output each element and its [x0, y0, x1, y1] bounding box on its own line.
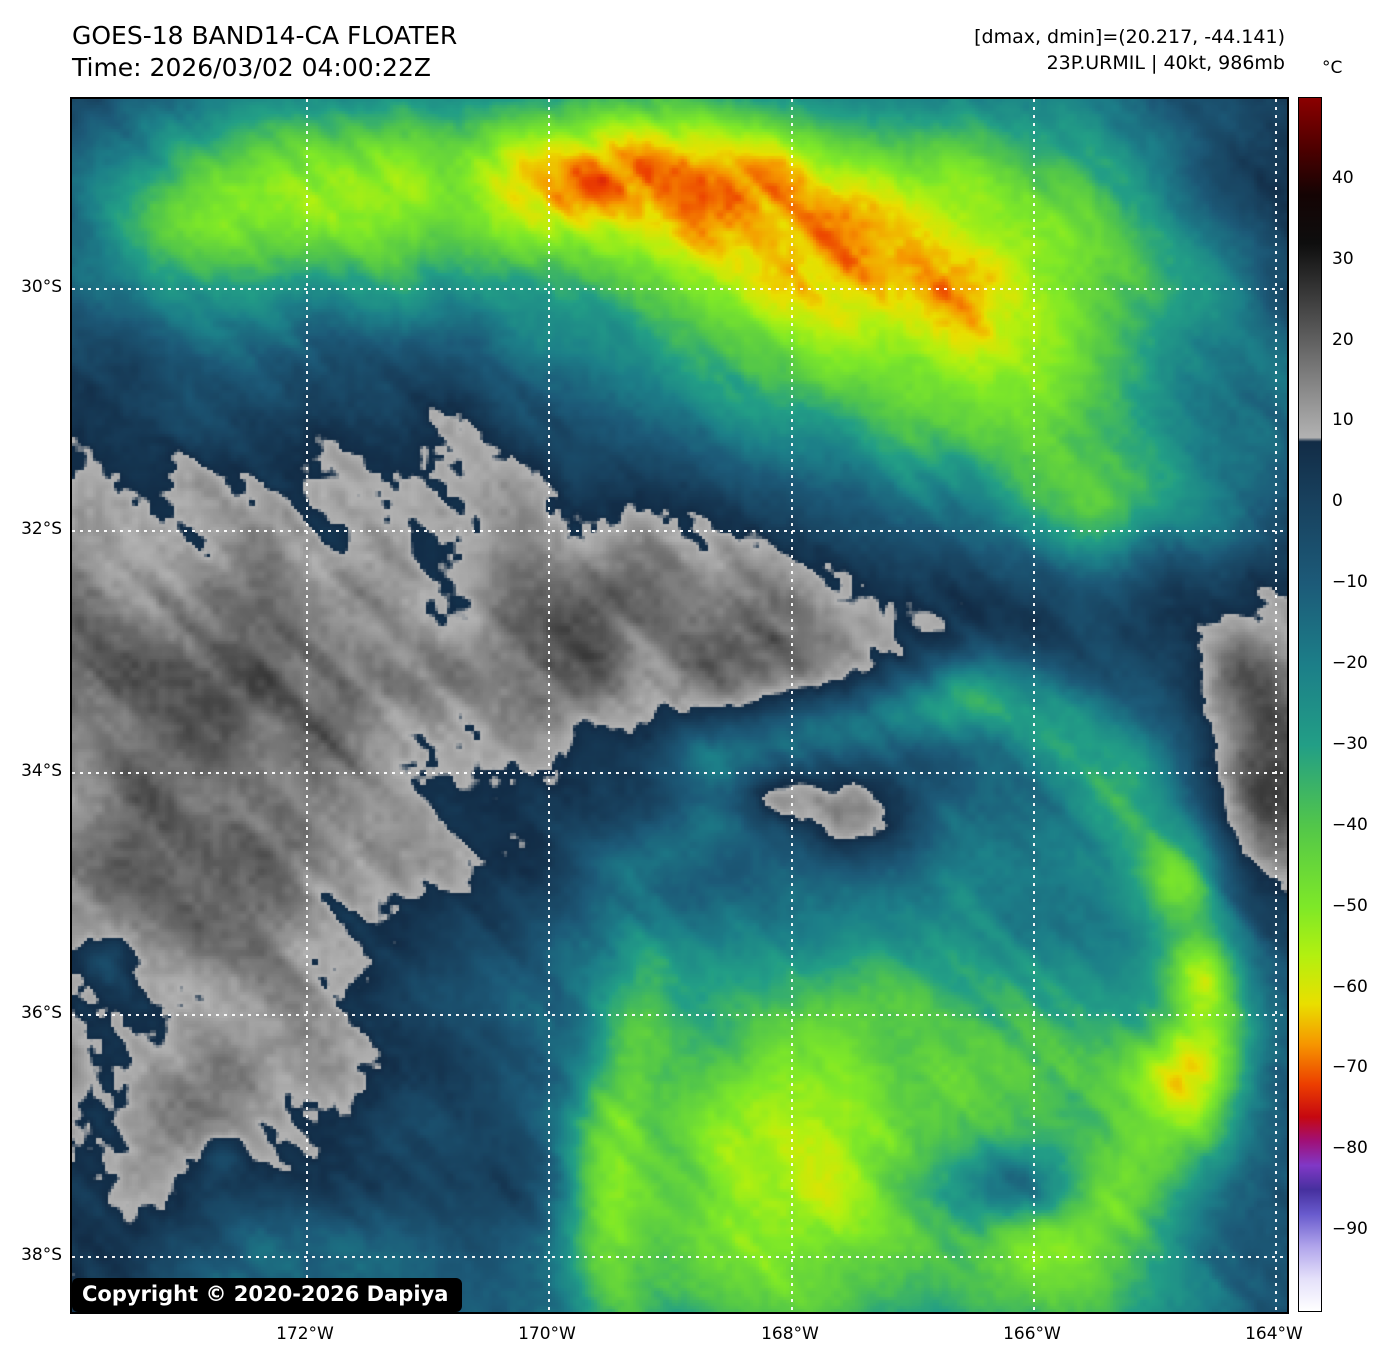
gridline-lon-168°W	[791, 99, 793, 1312]
colorbar-tick-label: −60	[1332, 976, 1368, 997]
lon-tick-label: 172°W	[276, 1324, 334, 1344]
figure-title: GOES-18 BAND14-CA FLOATER	[72, 21, 458, 50]
lon-tick-label: 164°W	[1245, 1324, 1303, 1344]
colorbar-tick-label: 40	[1332, 167, 1354, 188]
colorbar-tick-label: −90	[1332, 1219, 1368, 1240]
lon-tick-label: 166°W	[1003, 1324, 1061, 1344]
satellite-imagery-canvas	[72, 99, 1287, 1312]
dmax-dmin-readout: [dmax, dmin]=(20.217, -44.141)	[974, 26, 1285, 48]
copyright-badge: Copyright © 2020-2026 Dapiya	[72, 1278, 463, 1312]
gridline-lon-164°W	[1275, 99, 1277, 1312]
gridline-lat-36°S	[72, 1014, 1287, 1016]
lon-tick-label: 170°W	[518, 1324, 576, 1344]
gridline-lat-32°S	[72, 530, 1287, 532]
colorbar-tick-label: −40	[1332, 814, 1368, 835]
colorbar-tick-label: −20	[1332, 653, 1368, 674]
colorbar-tick-label: 0	[1332, 491, 1343, 512]
colorbar-tick-label: 20	[1332, 329, 1354, 350]
gridline-lat-30°S	[72, 288, 1287, 290]
colorbar-tick-label: −10	[1332, 572, 1368, 593]
title-block: GOES-18 BAND14-CA FLOATER Time: 2026/03/…	[72, 20, 457, 84]
gridline-lat-38°S	[72, 1256, 1287, 1258]
colorbar-tick-label: −70	[1332, 1057, 1368, 1078]
colorbar	[1298, 97, 1322, 1312]
map-axes: Copyright © 2020-2026 Dapiya	[70, 97, 1289, 1314]
lat-tick-label: 34°S	[21, 761, 62, 781]
colorbar-tick-label: −80	[1332, 1138, 1368, 1159]
colorbar-tick-label: −50	[1332, 895, 1368, 916]
lon-tick-label: 168°W	[761, 1324, 819, 1344]
lat-tick-label: 32°S	[21, 519, 62, 539]
colorbar-tick-label: −30	[1332, 733, 1368, 754]
colorbar-tick-label: 10	[1332, 410, 1354, 431]
gridline-lon-170°W	[548, 99, 550, 1312]
lat-tick-label: 30°S	[21, 277, 62, 297]
info-block: [dmax, dmin]=(20.217, -44.141) 23P.URMIL…	[974, 24, 1285, 76]
figure-time: Time: 2026/03/02 04:00:22Z	[72, 53, 431, 82]
gridline-lat-34°S	[72, 772, 1287, 774]
gridline-lon-172°W	[306, 99, 308, 1312]
colorbar-unit-label: °C	[1322, 58, 1343, 78]
storm-info: 23P.URMIL | 40kt, 986mb	[1046, 52, 1285, 74]
lat-tick-label: 38°S	[21, 1245, 62, 1265]
gridline-lon-166°W	[1033, 99, 1035, 1312]
colorbar-tick-label: 30	[1332, 248, 1354, 269]
lat-tick-label: 36°S	[21, 1003, 62, 1023]
